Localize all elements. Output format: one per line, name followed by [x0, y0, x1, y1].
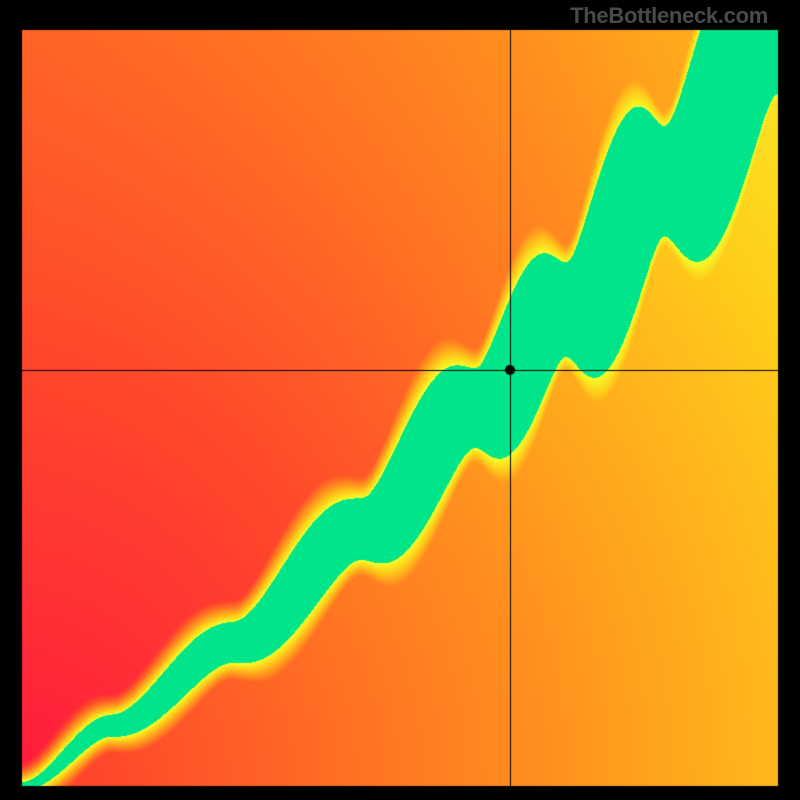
attribution-text: TheBottleneck.com	[570, 3, 768, 29]
bottleneck-heatmap	[0, 0, 800, 800]
